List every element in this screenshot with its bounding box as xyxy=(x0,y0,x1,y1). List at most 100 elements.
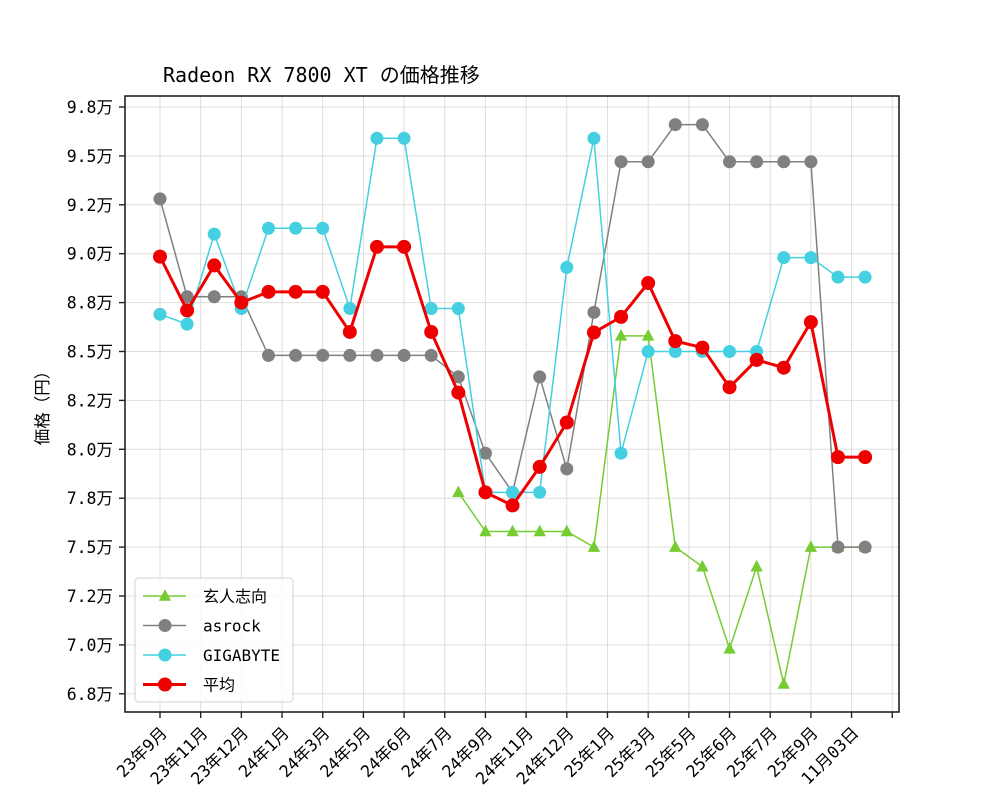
circle-marker-icon xyxy=(750,155,764,169)
circle-marker-icon xyxy=(342,324,357,339)
circle-marker-icon xyxy=(506,485,520,499)
x-axis-ticks: 23年9月23年11月23年12月24年1月24年3月24年5月24年6月24年… xyxy=(113,712,893,788)
legend-label: 玄人志向 xyxy=(203,587,267,606)
circle-marker-icon xyxy=(831,540,845,554)
circle-marker-icon xyxy=(158,648,172,662)
circle-marker-icon xyxy=(234,295,249,310)
triangle-marker-icon xyxy=(669,540,682,552)
circle-marker-icon xyxy=(695,118,709,132)
legend-label: GIGABYTE xyxy=(203,646,280,665)
circle-marker-icon xyxy=(343,301,357,315)
legend-box xyxy=(134,577,294,703)
triangle-marker-icon xyxy=(479,524,492,537)
circle-marker-icon xyxy=(641,155,655,169)
circle-marker-icon xyxy=(369,239,384,254)
circle-marker-icon xyxy=(695,340,710,355)
plot-series xyxy=(153,118,873,689)
circle-marker-icon xyxy=(207,258,222,273)
circle-marker-icon xyxy=(158,677,172,692)
circle-marker-icon xyxy=(723,155,737,169)
circle-marker-icon xyxy=(804,251,818,265)
circle-marker-icon xyxy=(831,270,845,284)
legend-item: 玄人志向 xyxy=(143,587,267,606)
y-tick-label: 9.5万 xyxy=(67,147,113,166)
legend-label: asrock xyxy=(203,617,261,636)
series-line xyxy=(159,123,866,548)
axes-frame xyxy=(124,95,900,713)
circle-marker-icon xyxy=(316,221,330,235)
circle-marker-icon xyxy=(315,284,330,299)
circle-marker-icon xyxy=(180,303,195,318)
legend-label: 平均 xyxy=(203,676,235,695)
y-tick-label: 8.8万 xyxy=(67,294,113,313)
circle-marker-icon xyxy=(722,380,737,395)
triangle-marker-icon xyxy=(560,524,573,537)
circle-marker-icon xyxy=(397,131,411,145)
circle-marker-icon xyxy=(153,307,167,321)
y-tick-label: 7.0万 xyxy=(67,636,113,655)
circle-marker-icon xyxy=(397,239,412,254)
circle-marker-icon xyxy=(261,348,275,362)
triangle-marker-icon xyxy=(750,559,763,572)
circle-marker-icon xyxy=(559,415,574,430)
series-平均 xyxy=(153,239,873,513)
y-axis-label: 価格（円） xyxy=(33,363,52,446)
circle-marker-icon xyxy=(158,619,172,632)
legend: 玄人志向 asrock GIGABYTE 平均 xyxy=(134,577,294,703)
y-axis-ticks: 9.8万 9.5万 9.2万 9.0万 8.8万 8.5万 8.2万 8.0万 7.8万 7.5万… xyxy=(67,98,125,704)
circle-marker-icon xyxy=(289,348,303,362)
circle-marker-icon xyxy=(343,348,357,362)
triangle-marker-icon xyxy=(614,329,628,341)
circle-marker-icon xyxy=(614,155,628,169)
circle-marker-icon xyxy=(261,221,275,235)
triangle-marker-icon xyxy=(804,540,818,552)
circle-marker-icon xyxy=(180,317,194,331)
y-tick-label: 9.2万 xyxy=(67,196,113,215)
circle-marker-icon xyxy=(777,155,791,169)
y-tick-label: 7.5万 xyxy=(67,538,113,557)
circle-marker-icon xyxy=(858,270,872,284)
circle-marker-icon xyxy=(180,290,194,304)
circle-marker-icon xyxy=(858,540,872,554)
triangle-marker-icon xyxy=(506,524,519,537)
circle-marker-icon xyxy=(370,348,384,362)
circle-marker-icon xyxy=(451,385,466,400)
triangle-marker-icon xyxy=(777,677,790,689)
circle-marker-icon xyxy=(668,334,683,349)
circle-marker-icon xyxy=(614,446,628,460)
circle-marker-icon xyxy=(478,485,493,500)
circle-marker-icon xyxy=(560,260,574,274)
triangle-marker-icon xyxy=(723,641,736,654)
y-tick-label: 9.0万 xyxy=(67,245,113,264)
chart-title: Radeon RX 7800 XT の価格推移 xyxy=(163,63,480,87)
circle-marker-icon xyxy=(316,348,330,362)
circle-marker-icon xyxy=(668,345,682,358)
circle-marker-icon xyxy=(723,345,737,358)
circle-marker-icon xyxy=(803,315,818,330)
circle-marker-icon xyxy=(587,131,601,145)
circle-marker-icon xyxy=(777,251,791,265)
circle-marker-icon xyxy=(533,370,547,384)
circle-marker-icon xyxy=(858,450,873,465)
circle-marker-icon xyxy=(749,352,764,367)
y-tick-label: 9.8万 xyxy=(67,98,113,117)
circle-marker-icon xyxy=(641,276,656,291)
circle-marker-icon xyxy=(587,305,601,319)
circle-marker-icon xyxy=(478,446,492,460)
circle-marker-icon xyxy=(831,450,845,465)
triangle-marker-icon xyxy=(696,559,709,572)
y-tick-label: 8.5万 xyxy=(67,343,113,362)
circle-marker-icon xyxy=(370,131,384,145)
circle-marker-icon xyxy=(804,155,818,169)
y-tick-label: 7.8万 xyxy=(67,489,113,508)
legend-item: 平均 xyxy=(143,676,235,695)
circle-marker-icon xyxy=(207,290,221,304)
series-GIGABYTE xyxy=(153,131,872,499)
triangle-marker-icon xyxy=(641,329,655,341)
circle-marker-icon xyxy=(261,284,276,299)
circle-marker-icon xyxy=(532,459,547,474)
circle-marker-icon xyxy=(424,324,439,339)
circle-marker-icon xyxy=(207,227,221,241)
